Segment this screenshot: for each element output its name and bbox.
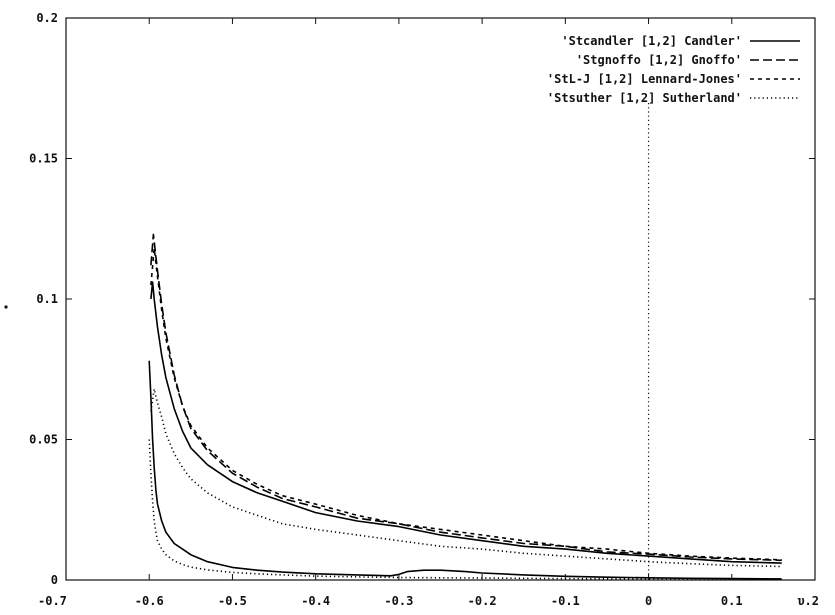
series-line-3 — [150, 247, 782, 561]
x-axis: -0.7 -0.6 -0.5 -0.4 -0.3 -0.2 -0.1 0 0.1 υ.2 — [38, 18, 819, 608]
legend-label: 'Stcandler [1,2] Candler' — [561, 34, 742, 48]
y-tick-label: 0.1 — [36, 292, 58, 306]
x-tick-label: -0.6 — [135, 594, 164, 608]
y-tick-label: 0.15 — [29, 152, 58, 166]
series-line-4 — [150, 388, 782, 568]
x-tick-label: -0.3 — [384, 594, 413, 608]
x-tick-label: -0.7 — [38, 594, 67, 608]
legend-label: 'Stgnoffo [1,2] Gnoffo' — [576, 53, 742, 67]
x-tick-label: -0.5 — [218, 594, 247, 608]
y-axis: 0 0.05 0.1 0.15 0.2 — [29, 11, 815, 587]
legend: 'Stcandler [1,2] Candler' 'Stgnoffo [1,2]… — [547, 34, 800, 105]
legend-label: 'Stsuther [1,2] Sutherland' — [547, 91, 742, 105]
x-tick-label: -0.2 — [468, 594, 497, 608]
x-tick-label: υ.2 — [797, 594, 819, 608]
series-line-5 — [148, 360, 782, 580]
x-tick-label: 0.1 — [721, 594, 743, 608]
y-tick-label: 0.05 — [29, 433, 58, 447]
stray-dot — [4, 305, 8, 309]
x-tick-label: 0 — [645, 594, 652, 608]
x-tick-label: -0.1 — [551, 594, 580, 608]
series-layer — [148, 233, 782, 581]
x-tick-label: -0.4 — [301, 594, 330, 608]
series-line-1 — [150, 281, 782, 564]
y-tick-label: 0.2 — [36, 11, 58, 25]
series-line-2 — [150, 233, 782, 562]
y-tick-label: 0 — [51, 573, 58, 587]
legend-label: 'StL-J [1,2] Lennard-Jones' — [547, 72, 742, 86]
